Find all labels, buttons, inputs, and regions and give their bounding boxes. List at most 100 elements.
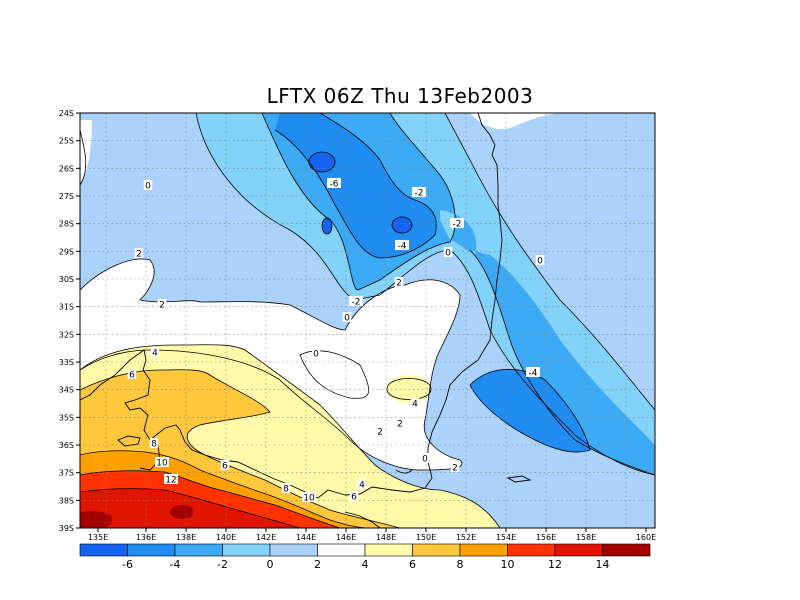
map-title: LFTX 06Z Thu 13Feb2003	[266, 84, 534, 108]
lat-label: 37S	[59, 469, 74, 478]
contour-label-bg	[357, 479, 367, 489]
coastline-bass-island	[506, 475, 532, 483]
contour-line-neg6b	[391, 216, 413, 234]
lat-label: 26S	[59, 164, 74, 173]
lon-label: 156E	[536, 533, 556, 542]
lat-label: 29S	[59, 247, 74, 256]
contour-label: 0	[145, 182, 151, 192]
contour-line-neg4b	[469, 368, 591, 453]
contour-line-12	[80, 488, 301, 528]
colorbar-label: 10	[501, 558, 515, 571]
fill-level-neg6-neg4	[275, 113, 590, 452]
latitude-ticks: 24S 25S 26S 27S 28S 29S 30S 31S 32S 33S 34S 35S 36S 3…	[59, 109, 80, 533]
contour-label: 2	[396, 279, 402, 289]
lon-label: 138E	[176, 533, 196, 542]
fill-level-above-14-b	[170, 505, 194, 519]
contour-label: 4	[412, 400, 418, 410]
colorbar-swatch	[269, 543, 318, 557]
fill-ocean-pocket-white	[470, 113, 560, 130]
contour-label-bg	[281, 483, 291, 493]
lat-label: 32S	[59, 330, 74, 339]
colorbar-label: 4	[362, 558, 369, 571]
colorbar-swatch	[554, 543, 603, 557]
lat-label: 27S	[59, 192, 74, 201]
lat-label: 38S	[59, 496, 74, 505]
colorbar-label: 12	[548, 558, 562, 571]
contour-line-4b	[386, 378, 432, 400]
contour-label: 0	[537, 257, 543, 267]
contour-label-bg	[127, 369, 137, 379]
coastline-east-australia	[344, 113, 503, 496]
contour-label: -2	[415, 189, 424, 199]
contour-lines	[80, 113, 655, 528]
contour-label: -4	[529, 369, 538, 379]
contour-label-bg	[134, 248, 144, 258]
colorbar-swatch	[459, 543, 508, 557]
map-frame	[79, 112, 656, 529]
lat-label: 28S	[59, 220, 74, 229]
coastline-kangaroo-island	[117, 435, 141, 447]
longitude-ticks: 135E 136E 138E 140E 142E 144E 146E 148E 150E 152E…	[88, 528, 656, 542]
contour-label-bg	[395, 418, 405, 428]
contour-label: -2	[453, 220, 462, 230]
lon-label: 140E	[216, 533, 236, 542]
contour-label: 0	[344, 314, 350, 324]
contour-line-8	[80, 450, 371, 528]
lat-label: 31S	[59, 303, 74, 312]
lon-label: 152E	[456, 533, 476, 542]
colorbar-label: -2	[217, 558, 228, 571]
colorbar-label: 14	[596, 558, 610, 571]
contour-label: -6	[330, 180, 339, 190]
fill-level-below-neg6-c	[322, 218, 332, 234]
contour-label: 2	[397, 420, 403, 430]
contour-label: 2	[159, 301, 165, 311]
contour-label-bg	[149, 438, 159, 448]
contour-label: 2	[452, 464, 458, 474]
contour-line-4	[80, 344, 501, 528]
colorbar: -6 -4 -2 0 2 4 6 8 10 12 14	[79, 543, 651, 571]
lon-label: 146E	[336, 533, 356, 542]
contour-label: 12	[165, 476, 176, 486]
colorbar-swatch	[174, 543, 223, 557]
lon-label: 158E	[576, 533, 596, 542]
contour-label: 10	[303, 494, 315, 504]
colorbar-label: 0	[267, 558, 274, 571]
colorbar-label: -6	[122, 558, 133, 571]
lon-label: 148E	[376, 533, 396, 542]
contour-label-bg	[164, 474, 178, 484]
colorbar-swatch	[222, 543, 271, 557]
contour-label: -2	[352, 298, 361, 308]
contour-label-bg	[410, 398, 420, 408]
colorbar-swatch	[412, 543, 461, 557]
colorbar-swatch	[79, 543, 128, 557]
contour-label-bg	[526, 367, 540, 377]
colorbar-label: 6	[409, 558, 416, 571]
contour-label: 6	[351, 493, 357, 503]
lon-label: 150E	[416, 533, 436, 542]
fill-pocket-2-4	[387, 375, 431, 403]
contour-label-bg	[443, 247, 453, 257]
contour-label-bg	[143, 180, 153, 190]
lon-label: 136E	[136, 533, 156, 542]
coastline-south-coast-bump	[395, 469, 413, 474]
fill-level-above-14	[80, 511, 112, 528]
contour-label-bg	[155, 457, 169, 467]
lon-label: 144E	[296, 533, 316, 542]
contour-label-bg	[150, 347, 160, 357]
contour-label-bg	[157, 299, 167, 309]
contour-label-bg	[342, 312, 352, 322]
contour-line-0c	[299, 350, 370, 399]
contour-line-neg6a	[308, 151, 336, 173]
contour-line-10	[80, 470, 341, 528]
contour-label: 0	[313, 350, 319, 360]
contour-label-bg	[327, 178, 341, 188]
lon-label: 142E	[256, 533, 276, 542]
contour-label: 6	[129, 371, 135, 381]
fill-level-below-neg6-a	[309, 152, 335, 172]
lat-label: 25S	[59, 137, 74, 146]
contour-label-bg	[349, 491, 359, 501]
colorbar-swatch	[127, 543, 176, 557]
lon-label: 160E	[636, 533, 656, 542]
